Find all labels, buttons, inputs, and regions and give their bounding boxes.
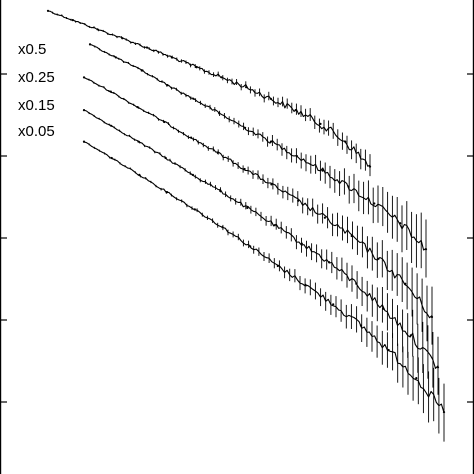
series-0-point-0 [46,9,50,12]
labels-layer: x0.5 x0.25 x0.15 x0.05 [18,41,55,140]
series-1-point-2 [140,69,143,72]
series-1-point-12 [399,222,402,225]
series-1-point-8 [295,154,298,158]
series-line-1 [89,43,427,251]
series-3-point-3 [164,156,167,160]
series-3-point-2 [137,140,140,143]
scale-label-x0.5: x0.5 [18,41,46,58]
series-line-4 [83,141,445,414]
series-2-point-1 [109,90,112,93]
series-2-point-12 [404,282,407,285]
series-4-point-1 [110,156,113,160]
series-3-point-4 [191,173,194,176]
series-1-point-0 [88,43,92,46]
series-4-point-2 [138,173,141,176]
series-2 [82,76,434,345]
series-3 [82,109,440,395]
series-2-point-13 [430,315,434,319]
series-1-point-7 [269,140,272,143]
series-0 [46,9,372,177]
series-2-point-6 [243,167,246,171]
series-4-point-0 [82,140,86,143]
series-1-point-13 [424,248,428,251]
series-4-point-5 [221,226,224,229]
series-line-3 [83,109,439,369]
series-2-point-5 [216,151,219,154]
series-2-point-7 [270,183,273,186]
series-4-point-9 [332,303,335,306]
series-0-point-7 [220,76,223,79]
series-1 [88,43,428,278]
series-2-point-3 [163,120,166,124]
series-3-point-9 [328,261,331,264]
series-3-point-8 [300,242,303,245]
series-3-point-12 [409,334,412,337]
series-0-point-5 [170,56,173,59]
scale-label-x0.05: x0.05 [18,123,55,140]
series-0-point-8 [245,86,248,89]
series-2-point-4 [190,136,193,139]
series-1-point-3 [166,84,169,87]
series-2-point-2 [136,106,139,109]
series-3-point-10 [355,282,358,285]
series-1-point-4 [192,97,195,100]
series-1-point-6 [244,126,247,129]
series-2-point-8 [297,199,300,202]
series-0-point-12 [344,140,347,143]
series-1-point-1 [114,56,117,59]
series-0-point-13 [368,165,372,168]
series-4-point-7 [276,264,279,268]
series-0-point-1 [71,19,74,22]
series-4-point-10 [359,324,362,327]
series-line-0 [47,10,371,167]
series-2-point-11 [377,257,380,260]
series-3-point-0 [82,109,86,112]
series-0-point-3 [121,37,124,40]
series-3-point-7 [273,224,276,227]
series-line-2 [83,76,433,319]
series-1-point-5 [218,112,221,115]
series-3-point-11 [382,307,385,310]
series-4-point-8 [304,283,307,286]
series-2-point-10 [350,234,353,238]
series-4 [82,140,446,442]
series-4-point-13 [442,411,446,414]
series-4-point-11 [387,348,390,352]
scale-label-x0.15: x0.15 [18,97,55,114]
series-0-point-4 [146,46,149,49]
series-0-point-11 [319,122,322,125]
series-3-point-5 [219,189,222,192]
series-0-point-10 [294,109,297,112]
series-3-point-1 [110,124,113,127]
series-2-point-9 [323,216,326,219]
series-4-point-4 [193,208,196,211]
series-1-point-11 [373,202,376,205]
series-4-point-6 [249,245,252,248]
series-0-point-6 [195,66,198,69]
series-3-point-13 [436,366,440,369]
series-0-point-2 [96,28,99,31]
series-1-point-10 [347,185,350,188]
series-0-point-9 [269,97,272,100]
series-1-point-9 [321,169,324,172]
series-4-point-12 [415,377,418,380]
scale-label-x0.25: x0.25 [18,69,55,86]
series-layer [46,9,446,442]
series-3-point-6 [246,206,249,209]
series-4-point-3 [166,191,169,194]
series-2-point-0 [82,76,86,79]
